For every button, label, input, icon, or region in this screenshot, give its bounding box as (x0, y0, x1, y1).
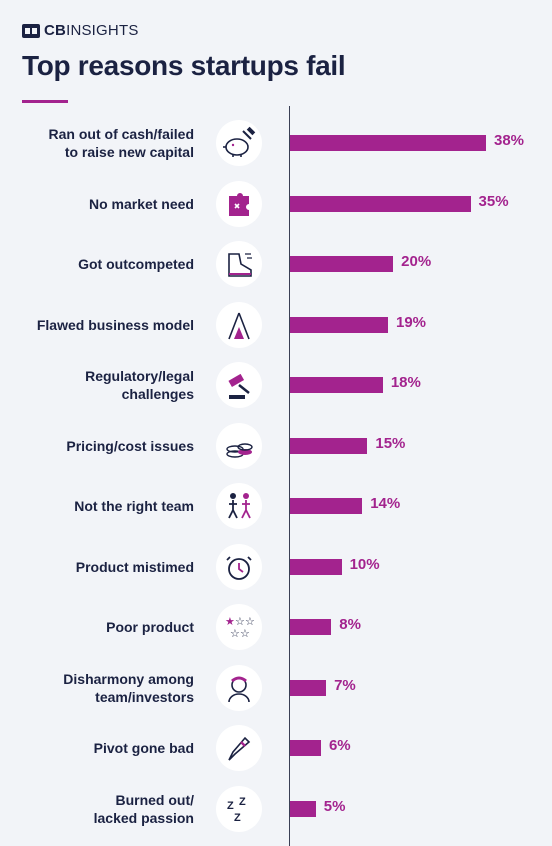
gavel-icon (216, 362, 262, 408)
chart-row: Got outcompeted 20% (0, 239, 552, 289)
category-label: Regulatory/legal challenges (85, 368, 194, 402)
brand-insights: INSIGHTS (66, 22, 139, 39)
coin-stack-icon (216, 422, 262, 469)
bar (290, 316, 388, 333)
value-label: 7% (334, 676, 356, 694)
chart-row: Flawed business model 19% (0, 300, 552, 350)
svg-text:★: ★ (225, 616, 235, 628)
bar (290, 498, 363, 514)
bar (290, 800, 316, 817)
star-rating-icon: ★ ☆ ☆ ☆ ☆ (216, 604, 262, 650)
value-label: 10% (349, 555, 380, 573)
house-of-cards-icon (216, 301, 262, 348)
svg-text:☆: ☆ (245, 616, 255, 628)
chart-row: Pricing/cost issues 15% (0, 421, 552, 471)
category-label: Flawed business model (36, 316, 194, 333)
chart-row: Not the right team 14% (0, 481, 552, 531)
puzzle-piece-icon (216, 180, 262, 227)
svg-text:☆: ☆ (230, 628, 240, 640)
category-label: Disharmony among team/investors (63, 670, 194, 705)
value-label: 15% (375, 434, 406, 452)
category-label: Poor product (106, 619, 194, 635)
bar (290, 256, 394, 272)
value-label: 35% (478, 192, 509, 210)
bar (290, 195, 471, 212)
svg-text:Z: Z (239, 796, 246, 808)
frustrated-person-icon (216, 664, 262, 711)
category-label: Not the right team (74, 498, 194, 514)
sneaker-icon (216, 241, 262, 287)
broken-pencil-icon (216, 725, 262, 771)
svg-text:Z: Z (234, 812, 241, 824)
category-label: Got outcompeted (78, 256, 194, 272)
value-label: 6% (328, 737, 351, 754)
team-split-icon (216, 483, 262, 529)
bar (290, 558, 342, 575)
value-label: 14% (370, 495, 401, 512)
bar (290, 135, 486, 151)
piggy-bank-hammer-icon (216, 120, 262, 166)
chart-row: Ran out of cash/failed to raise new capi… (0, 118, 552, 168)
value-label: 18% (390, 374, 421, 391)
bar (290, 377, 383, 393)
chart-row: No market need 35% (0, 179, 552, 229)
bar (290, 619, 332, 635)
chart-row: Regulatory/legal challenges 18% (0, 360, 552, 410)
cb-insights-logo-icon (22, 23, 40, 38)
category-label: Product mistimed (75, 558, 194, 575)
bar (290, 679, 327, 696)
category-label: No market need (88, 195, 194, 212)
category-label: Ran out of cash/failed to raise new capi… (48, 126, 194, 160)
chart-row: Poor product ★ ☆ ☆ ☆ ☆ 8% (0, 602, 552, 652)
value-label: 8% (339, 616, 361, 633)
category-label: Pricing/cost issues (66, 437, 194, 454)
brand-cb: CB (44, 22, 67, 39)
chart-row: Burned out/ lacked passion Z Z Z 5% (0, 784, 552, 834)
value-label: 20% (401, 253, 432, 270)
value-label: 5% (323, 797, 346, 815)
category-label: Burned out/ lacked passion (93, 791, 194, 826)
bar (290, 437, 368, 454)
brand-logo: CB INSIGHTS (22, 22, 139, 39)
chart-row: Product mistimed 10% (0, 542, 552, 592)
alarm-clock-icon (216, 543, 262, 590)
svg-text:☆: ☆ (240, 628, 250, 640)
title-underline (22, 100, 68, 103)
chart-row: Pivot gone bad 6% (0, 723, 552, 773)
page-title: Top reasons startups fail (22, 50, 346, 81)
chart-row: Disharmony among team/investors 7% (0, 663, 552, 713)
svg-text:Z: Z (227, 800, 234, 812)
value-label: 38% (494, 132, 525, 149)
bar (290, 740, 321, 756)
svg-text:☆: ☆ (235, 616, 245, 628)
chart-axis-line (289, 106, 290, 846)
category-label: Pivot gone bad (93, 740, 194, 756)
value-label: 19% (396, 313, 427, 331)
